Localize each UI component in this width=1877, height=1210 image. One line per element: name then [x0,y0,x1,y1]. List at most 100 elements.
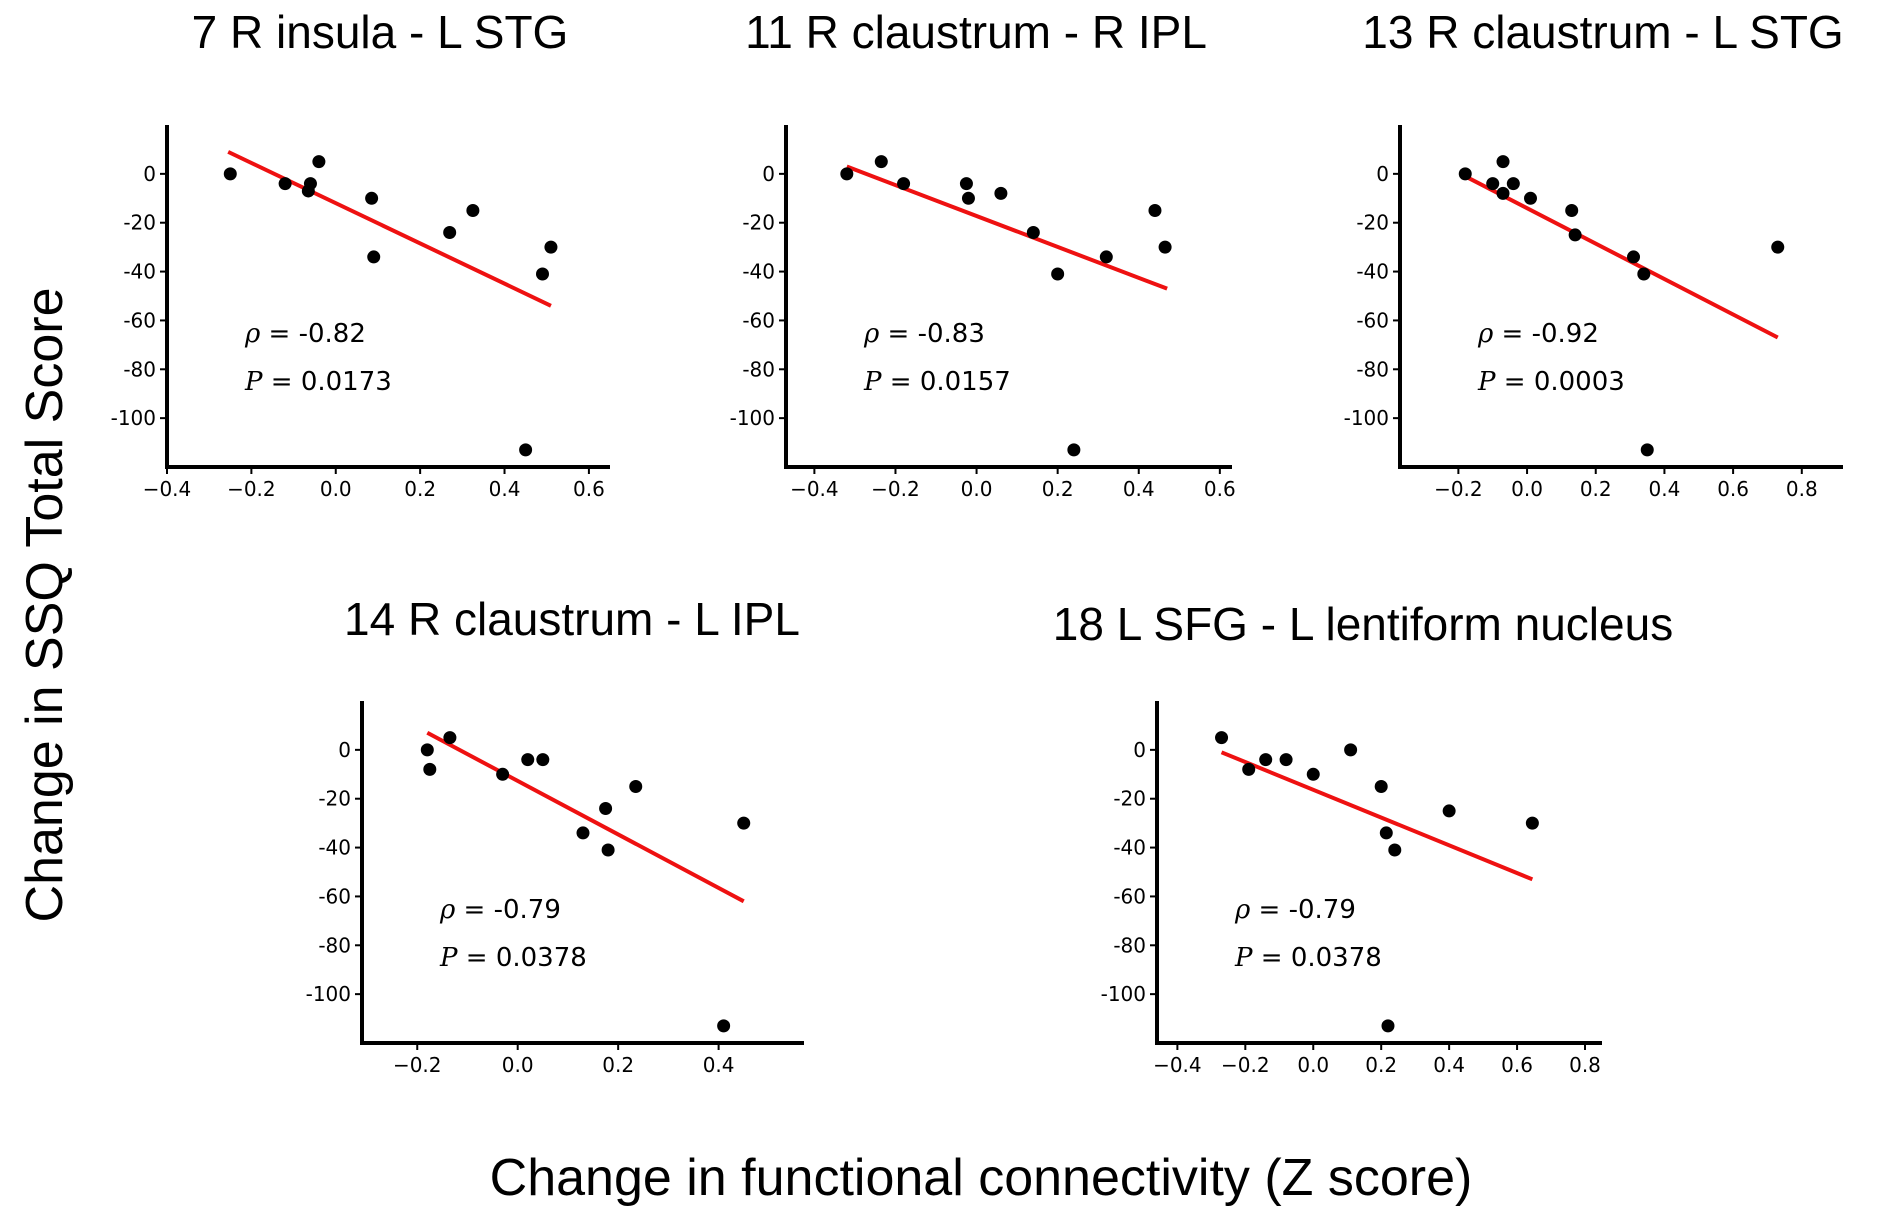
p-value-annotation: P = 0.0378 [439,943,587,973]
data-point [1344,743,1358,757]
data-point [544,240,558,254]
y-tick-label: -80 [123,357,156,381]
rho-annotation: ρ = -0.79 [1234,895,1356,925]
data-point [1568,228,1582,242]
data-point [443,225,457,239]
data-point [365,191,379,205]
x-tick-label: 0.6 [1717,477,1749,501]
scatter-panel: 13 R claustrum - L STG 0 -20 -40 -60 -80 -100 −… [1344,6,1844,501]
p-value-annotation: P = 0.0173 [244,367,392,397]
y-tick-label: -80 [318,933,351,957]
data-point [1215,731,1229,745]
rho-annotation: ρ = -0.83 [863,319,985,349]
data-point [1158,240,1172,254]
x-tick-label: 0.2 [1365,1053,1397,1077]
data-point [1458,167,1472,181]
panel-title: 13 R claustrum - L STG [1362,6,1843,58]
y-tick-label: -20 [318,787,351,811]
x-tick-label: −0.4 [790,477,839,501]
p-value-annotation: P = 0.0378 [1234,943,1382,973]
data-point [367,250,381,264]
data-point [420,743,434,757]
x-tick-label: 0.2 [1042,477,1074,501]
x-tick-label: 0.4 [1649,477,1681,501]
y-tick-label: 0 [338,738,351,762]
x-tick-label: 0.0 [1297,1053,1329,1077]
data-point [278,177,292,191]
data-point [1496,155,1510,169]
scatter-panel: 11 R claustrum - R IPL 0 -20 -40 -60 -80 -100 −… [730,6,1236,501]
data-point [629,780,643,793]
regression-line [227,150,552,308]
y-tick-label: -40 [318,836,351,860]
y-tick-label: -20 [1113,787,1146,811]
y-tick-label: -100 [1344,406,1389,430]
data-point [737,816,751,830]
data-point [1525,816,1539,830]
x-tick-label: 0.4 [703,1053,735,1077]
panel-title: 18 L SFG - L lentiform nucleus [1053,598,1673,650]
data-point [897,177,911,191]
data-point [1486,177,1500,191]
y-tick-label: -40 [742,260,775,284]
data-point [1496,186,1510,200]
x-tick-label: 0.6 [1204,477,1236,501]
y-tick-label: -100 [111,406,156,430]
y-tick-label: -80 [1356,357,1389,381]
y-tick-label: -20 [123,211,156,235]
data-point [519,443,533,457]
y-tick-label: -60 [1113,884,1146,908]
x-tick-label: −0.2 [871,477,920,501]
data-point [1523,191,1537,205]
x-tick-label: 0.4 [1433,1053,1465,1077]
x-tick-label: 0.0 [320,477,352,501]
y-tick-label: -100 [730,406,775,430]
x-tick-label: 0.0 [1511,477,1543,501]
data-point [1148,204,1162,217]
p-value-annotation: P = 0.0003 [1477,367,1625,397]
data-point [1506,177,1520,191]
data-point [1381,1019,1395,1033]
regression-line [846,164,1168,291]
data-point [717,1019,731,1033]
y-tick-label: -60 [742,308,775,332]
y-tick-label: 0 [1133,738,1146,762]
data-point [535,267,549,281]
data-point [1388,843,1402,857]
data-point [303,177,317,191]
rho-annotation: ρ = -0.79 [439,895,561,925]
scatter-panel: 14 R claustrum - L IPL 0 -20 -40 -60 -80 -100 −… [306,593,804,1077]
data-point [961,191,975,205]
data-point [223,167,237,181]
x-tick-label: 0.4 [489,477,521,501]
x-tick-label: −0.4 [1153,1053,1202,1077]
x-tick-label: −0.2 [1221,1053,1270,1077]
scatter-panel: 18 L SFG - L lentiform nucleus 0 -20 -40 -60… [1053,598,1673,1077]
x-tick-label: −0.2 [393,1053,442,1077]
data-point [1279,753,1293,767]
y-tick-label: 0 [1376,162,1389,186]
y-tick-label: -40 [1356,260,1389,284]
data-point [1242,762,1256,776]
data-point [1442,804,1456,818]
rho-annotation: ρ = -0.82 [244,319,366,349]
x-tick-label: −0.4 [143,477,192,501]
panels-group: 7 R insula - L STG0-20-40-60-80-100−0.4−… [111,6,1844,1077]
y-tick-label: 0 [143,162,156,186]
data-point [1306,767,1320,781]
x-tick-label: 0.6 [1501,1053,1533,1077]
p-value-annotation: P = 0.0157 [863,367,1011,397]
data-point [1099,250,1113,264]
data-point [1627,250,1641,264]
data-point [1379,826,1393,840]
scatter-panel: 7 R insula - L STG 0 -20 -40 -60 -80 -100 −0.4 −… [111,6,610,501]
x-tick-label: 0.2 [404,477,436,501]
data-point [1259,753,1273,767]
x-tick-label: 0.6 [573,477,605,501]
x-tick-label: 0.0 [961,477,993,501]
data-point [466,204,480,217]
data-point [599,801,613,815]
data-point [312,155,326,169]
data-point [959,177,973,191]
